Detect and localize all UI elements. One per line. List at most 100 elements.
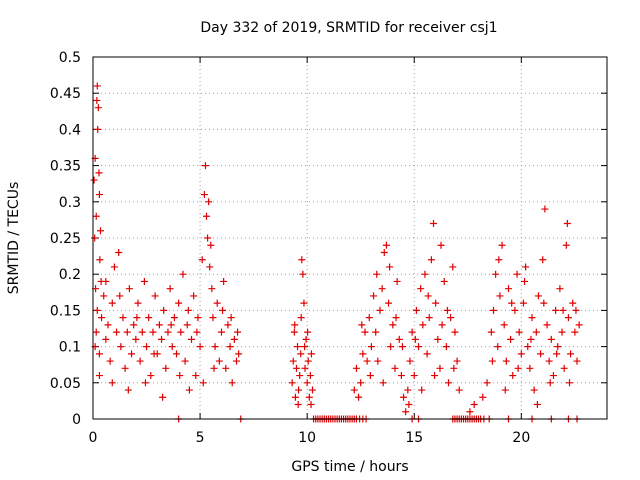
data-point	[501, 386, 509, 394]
data-point	[159, 393, 167, 401]
data-point	[447, 314, 455, 322]
data-point	[183, 321, 191, 329]
data-point	[92, 212, 100, 220]
data-point	[151, 292, 159, 300]
data-point	[200, 191, 208, 199]
data-point	[498, 241, 506, 249]
data-point	[500, 321, 508, 329]
data-point	[307, 401, 315, 409]
data-point	[305, 393, 313, 401]
data-point	[290, 328, 298, 336]
data-point	[546, 379, 554, 387]
data-point	[470, 401, 478, 409]
data-point	[509, 372, 517, 380]
data-point	[402, 408, 410, 416]
data-point	[412, 306, 420, 314]
data-point	[93, 82, 101, 90]
data-point	[495, 256, 503, 264]
data-point	[119, 314, 127, 322]
data-point	[306, 372, 314, 380]
data-point	[181, 357, 189, 365]
data-point	[423, 350, 431, 358]
data-point	[95, 191, 103, 199]
data-point	[466, 408, 474, 416]
data-point	[288, 379, 296, 387]
data-point	[540, 299, 548, 307]
grid-lines	[93, 57, 607, 419]
data-point	[511, 306, 519, 314]
data-point	[168, 343, 176, 351]
data-point	[203, 212, 211, 220]
data-point	[522, 263, 530, 271]
data-point	[530, 386, 538, 394]
data-point	[363, 357, 371, 365]
data-point	[487, 328, 495, 336]
data-point	[211, 343, 219, 351]
data-point	[424, 292, 432, 300]
data-point	[411, 335, 419, 343]
data-point	[558, 328, 566, 336]
data-point	[564, 314, 572, 322]
data-point	[421, 270, 429, 278]
data-point	[373, 270, 381, 278]
x-axis: 0 5 10 15 20	[89, 57, 530, 446]
data-point	[297, 314, 305, 322]
data-point	[149, 328, 157, 336]
data-point	[562, 241, 570, 249]
data-point	[176, 372, 184, 380]
y-tick-label: 0.5	[59, 50, 81, 66]
y-axis: 0 0.05 0.1 0.15 0.2 0.25 0.3 0.35 0.4 0.45 0.5	[50, 50, 607, 428]
data-point	[527, 335, 535, 343]
data-point	[483, 379, 491, 387]
data-point	[566, 379, 574, 387]
data-point	[104, 321, 112, 329]
data-point	[124, 386, 132, 394]
data-point	[299, 270, 307, 278]
data-point	[130, 321, 138, 329]
data-point	[291, 393, 299, 401]
data-point	[133, 314, 141, 322]
data-point	[298, 256, 306, 264]
data-point	[207, 241, 215, 249]
data-point	[138, 328, 146, 336]
data-point	[95, 350, 103, 358]
y-tick-label: 0.35	[50, 159, 81, 175]
data-point	[222, 364, 230, 372]
data-point	[121, 364, 129, 372]
data-point	[392, 314, 400, 322]
data-point	[514, 364, 522, 372]
data-point	[382, 241, 390, 249]
data-point	[508, 299, 516, 307]
data-point	[519, 299, 527, 307]
data-point	[196, 343, 204, 351]
data-point	[379, 379, 387, 387]
data-point	[136, 357, 144, 365]
data-point	[208, 285, 216, 293]
data-point	[541, 205, 549, 213]
data-point	[539, 256, 547, 264]
y-tick-label: 0.4	[59, 122, 81, 138]
x-tick-label: 20	[512, 430, 530, 446]
x-tick-label: 5	[196, 430, 205, 446]
y-tick-label: 0	[72, 412, 81, 428]
x-tick-label: 15	[405, 430, 423, 446]
data-point	[301, 364, 309, 372]
data-point	[108, 299, 116, 307]
data-point	[560, 364, 568, 372]
data-point	[492, 270, 500, 278]
data-point	[370, 292, 378, 300]
data-point	[404, 386, 412, 394]
data-point	[405, 401, 413, 409]
data-point	[235, 350, 243, 358]
data-point	[210, 364, 218, 372]
data-point	[479, 393, 487, 401]
data-point	[552, 306, 560, 314]
data-point	[220, 277, 228, 285]
data-points	[90, 82, 583, 423]
data-point	[513, 270, 521, 278]
data-point	[307, 350, 315, 358]
data-point	[93, 306, 101, 314]
data-point	[569, 299, 577, 307]
data-point	[185, 386, 193, 394]
data-point	[155, 321, 163, 329]
